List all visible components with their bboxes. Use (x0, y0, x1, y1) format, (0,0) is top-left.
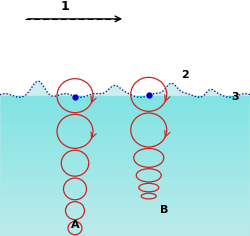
Text: A: A (71, 220, 79, 230)
Text: 3: 3 (231, 92, 239, 102)
Text: B: B (160, 205, 168, 215)
Text: 2: 2 (181, 70, 189, 80)
Text: 1: 1 (60, 0, 70, 13)
